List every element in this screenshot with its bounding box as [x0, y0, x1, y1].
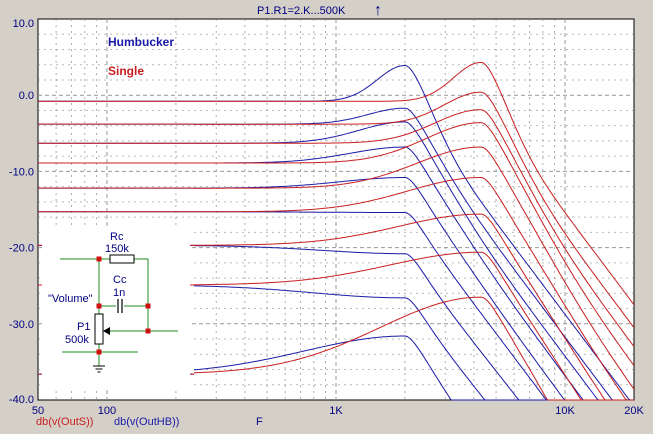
ground-icon	[93, 365, 105, 373]
y-tick-label: -30.0	[9, 319, 34, 331]
single-curve	[194, 91, 635, 328]
single-curve	[194, 109, 635, 347]
legend-humbucker: Humbucker	[108, 35, 174, 49]
trace-label-humbucker[interactable]: db(v(OutHB))	[114, 416, 179, 428]
wiper-arrow-icon	[103, 327, 110, 335]
sweep-arrow-icon: ↑	[374, 2, 382, 19]
p1-value: 500k	[65, 334, 89, 346]
legend-single: Single	[108, 64, 144, 78]
rc-value: 150k	[105, 243, 129, 255]
volume-label: "Volume"	[48, 293, 93, 305]
x-tick-label: 10K	[555, 405, 575, 417]
single-curve	[194, 213, 634, 401]
p1-label: P1	[77, 321, 90, 333]
x-variable-label: F	[256, 416, 263, 428]
single-curve	[194, 122, 635, 366]
sweep-label: P1.R1=2.K...500K	[257, 5, 346, 17]
single-curve	[193, 296, 634, 401]
schematic-nodes	[96, 256, 151, 355]
humbucker-curve	[194, 146, 634, 401]
y-tick-label: -20.0	[9, 243, 34, 255]
schematic-inset: Rc 150k Cc 1n "Volume" P1 500k	[42, 226, 190, 390]
x-tick-label: 20K	[624, 405, 644, 417]
axis-tick-labels: 10.0 0.0 -10.0 -20.0 -30.0 -40.050 100 1K 10K 20K	[9, 18, 645, 417]
schematic-wires	[60, 258, 178, 366]
cc-capacitor-symbol	[117, 299, 123, 313]
frequency-response-curves	[38, 62, 635, 401]
single-curve	[194, 146, 635, 390]
cc-label: Cc	[113, 274, 127, 286]
single-curve	[194, 62, 635, 306]
y-tick-label: -10.0	[9, 166, 34, 178]
cc-value: 1n	[113, 287, 125, 299]
rc-resistor-symbol	[109, 254, 135, 264]
x-tick-label: 100	[98, 405, 116, 417]
x-tick-label: 1K	[329, 405, 343, 417]
y-tick-label: 0.0	[19, 90, 34, 102]
schematic-background	[42, 226, 190, 390]
single-curve	[194, 177, 634, 401]
y-tick-label: -40.0	[9, 394, 34, 406]
rc-label: Rc	[110, 231, 124, 243]
y-tick-label: 10.0	[13, 18, 34, 30]
trace-label-single[interactable]: db(v(OutS))	[36, 416, 93, 428]
p1-potentiometer-symbol	[94, 313, 104, 345]
single-curve	[194, 251, 634, 401]
humbucker-curve	[194, 177, 634, 401]
x-tick-label: 50	[32, 405, 44, 417]
